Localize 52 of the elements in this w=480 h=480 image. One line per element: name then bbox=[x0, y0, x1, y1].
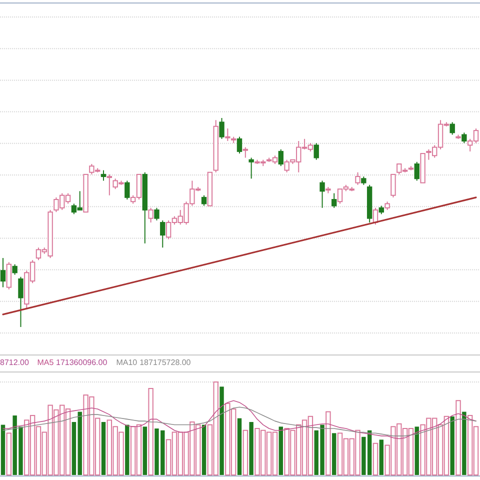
candlestick bbox=[12, 264, 18, 276]
bar bbox=[278, 426, 283, 475]
bar bbox=[372, 442, 378, 476]
candlestick bbox=[106, 174, 112, 196]
bar bbox=[450, 416, 454, 475]
bar bbox=[456, 400, 461, 476]
bar bbox=[125, 424, 130, 475]
candlestick bbox=[278, 148, 284, 167]
candlestick bbox=[390, 174, 396, 198]
candlestick bbox=[414, 161, 420, 182]
bar bbox=[249, 422, 254, 475]
candlestick bbox=[100, 170, 106, 182]
text: MA10 bbox=[116, 358, 138, 367]
bar bbox=[326, 411, 331, 476]
candlestick bbox=[124, 180, 130, 200]
candlestick bbox=[236, 136, 242, 154]
bar bbox=[6, 432, 12, 476]
bar bbox=[142, 426, 147, 475]
text: 187175728.00 bbox=[140, 358, 192, 367]
candlestick bbox=[219, 118, 224, 140]
text: 171360096.00 bbox=[56, 358, 108, 367]
bar bbox=[101, 422, 106, 475]
bar bbox=[0, 424, 6, 475]
bar bbox=[379, 440, 384, 475]
candlestick bbox=[225, 128, 230, 142]
candlestick bbox=[201, 194, 207, 206]
bar bbox=[78, 412, 82, 475]
bar bbox=[462, 412, 466, 475]
bar bbox=[202, 424, 206, 475]
candlestick bbox=[332, 192, 337, 208]
bar bbox=[220, 386, 224, 475]
candlestick bbox=[6, 262, 12, 290]
bar bbox=[148, 388, 154, 476]
bar bbox=[72, 422, 76, 475]
bar bbox=[332, 433, 336, 475]
candlestick bbox=[148, 207, 154, 223]
bar bbox=[414, 426, 419, 475]
candlestick bbox=[18, 276, 24, 328]
bar bbox=[237, 418, 242, 475]
text: 8712.00 bbox=[0, 358, 30, 367]
candlestick bbox=[242, 146, 248, 158]
candlestick bbox=[154, 207, 160, 221]
candlestick bbox=[462, 132, 467, 144]
candlestick bbox=[0, 258, 6, 288]
candlestick bbox=[355, 172, 360, 186]
bar bbox=[242, 430, 248, 476]
candlestick bbox=[248, 157, 254, 180]
candlestick bbox=[314, 142, 319, 160]
candlestick bbox=[450, 122, 455, 136]
candlestick bbox=[320, 180, 325, 208]
candlestick bbox=[160, 220, 166, 248]
text: MA5 bbox=[37, 358, 54, 367]
